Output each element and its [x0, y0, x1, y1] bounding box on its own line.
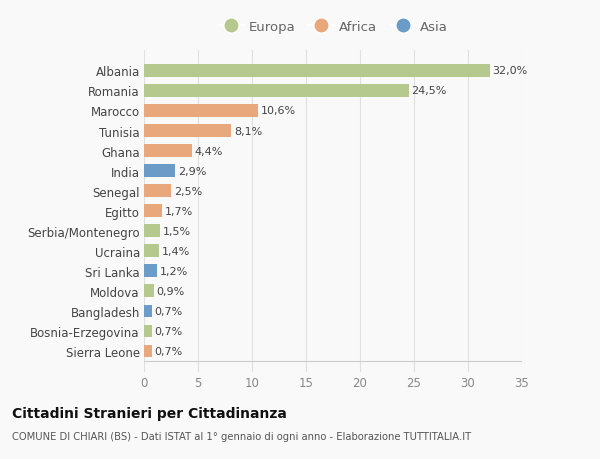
Bar [144, 245, 159, 257]
Text: 24,5%: 24,5% [412, 86, 446, 96]
Text: 0,7%: 0,7% [154, 346, 182, 356]
Text: 4,4%: 4,4% [194, 146, 223, 156]
Text: 1,4%: 1,4% [162, 246, 190, 256]
Text: 1,5%: 1,5% [163, 226, 191, 236]
Text: 32,0%: 32,0% [492, 66, 527, 76]
Text: 10,6%: 10,6% [261, 106, 296, 116]
Legend: Europa, Africa, Asia: Europa, Africa, Asia [214, 17, 452, 38]
Text: COMUNE DI CHIARI (BS) - Dati ISTAT al 1° gennaio di ogni anno - Elaborazione TUT: COMUNE DI CHIARI (BS) - Dati ISTAT al 1°… [12, 431, 471, 442]
Bar [144, 185, 171, 197]
Bar [144, 325, 152, 337]
Text: 1,2%: 1,2% [160, 266, 188, 276]
Text: 0,7%: 0,7% [154, 306, 182, 316]
Text: 2,5%: 2,5% [174, 186, 202, 196]
Bar [144, 65, 490, 78]
Text: 8,1%: 8,1% [234, 126, 262, 136]
Bar [144, 205, 163, 217]
Text: 2,9%: 2,9% [178, 166, 206, 176]
Bar [144, 165, 175, 177]
Bar [144, 85, 409, 97]
Bar [144, 145, 191, 157]
Bar [144, 105, 259, 118]
Bar [144, 285, 154, 297]
Text: 1,7%: 1,7% [165, 206, 193, 216]
Bar [144, 305, 152, 317]
Bar [144, 225, 160, 237]
Text: 0,7%: 0,7% [154, 326, 182, 336]
Bar [144, 265, 157, 277]
Bar [144, 125, 232, 137]
Text: Cittadini Stranieri per Cittadinanza: Cittadini Stranieri per Cittadinanza [12, 406, 287, 420]
Bar [144, 345, 152, 357]
Text: 0,9%: 0,9% [157, 286, 185, 296]
